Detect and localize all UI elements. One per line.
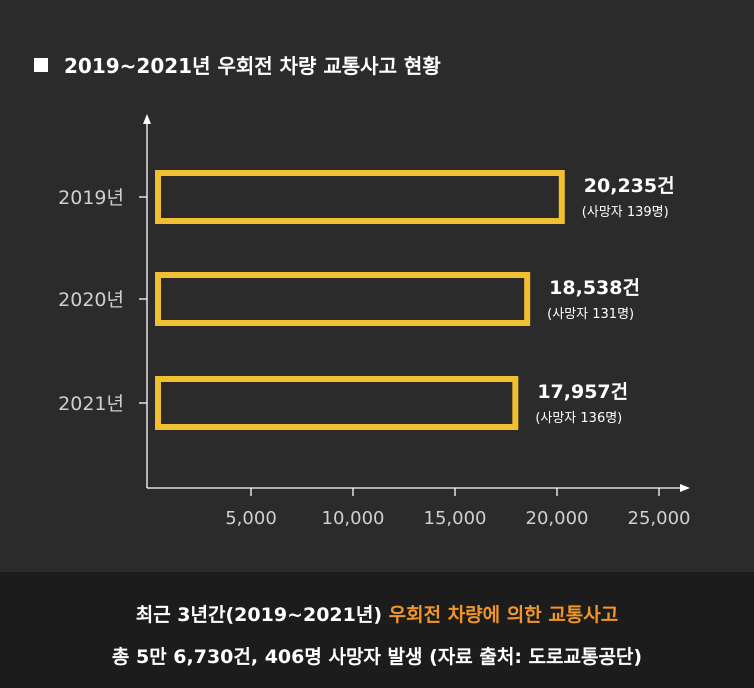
footer-line-2: 총 5만 6,730건, 406명 사망자 발생 (자료 출처: 도로교통공단) (111, 646, 643, 668)
bar-sub-label: (사망자 131명) (547, 307, 634, 322)
x-tick-label: 10,000 (322, 508, 385, 529)
x-tick-label: 5,000 (225, 508, 277, 529)
bar-sub-label: (사망자 139명) (582, 205, 669, 220)
x-tick-label: 25,000 (628, 508, 691, 529)
y-category-label: 2020년 (58, 289, 124, 311)
title-square-icon (34, 57, 48, 72)
footer-line-1-highlight: 우회전 차량에 의한 교통사고 (388, 604, 619, 626)
bar (155, 376, 519, 430)
bar (155, 170, 565, 224)
x-tick-label: 20,000 (526, 508, 589, 529)
chart-title: 2019~2021년 우회전 차량 교통사고 현황 (34, 50, 441, 79)
y-axis-arrow-icon (143, 114, 151, 124)
y-category-label: 2021년 (58, 393, 124, 415)
bar-value-label: 18,538건 (549, 277, 640, 299)
chart-labels: 5,000 10,000 15,000 20,000 25,000 2019년 20,235… (58, 175, 690, 529)
bar-sub-label: (사망자 136명) (535, 411, 622, 426)
x-tick-label: 15,000 (424, 508, 487, 529)
chart-bars (155, 170, 565, 430)
x-axis-arrow-icon (680, 484, 690, 492)
footer-line-1: 최근 3년간(2019~2021년) 우회전 차량에 의한 교통사고 (0, 600, 754, 627)
chart-axes (139, 114, 690, 496)
chart-title-text: 2019~2021년 우회전 차량 교통사고 현황 (64, 54, 441, 78)
footer-line-1-prefix: 최근 3년간(2019~2021년) (135, 604, 389, 626)
bar-value-label: 20,235건 (584, 175, 675, 197)
bar-value-label: 17,957건 (537, 381, 628, 403)
footer-caption: 최근 3년간(2019~2021년) 우회전 차량에 의한 교통사고 총 5만 … (0, 572, 754, 688)
bar (155, 272, 531, 326)
bar-chart: 5,000 10,000 15,000 20,000 25,000 2019년 20,235… (58, 114, 690, 529)
y-category-label: 2019년 (58, 187, 124, 209)
